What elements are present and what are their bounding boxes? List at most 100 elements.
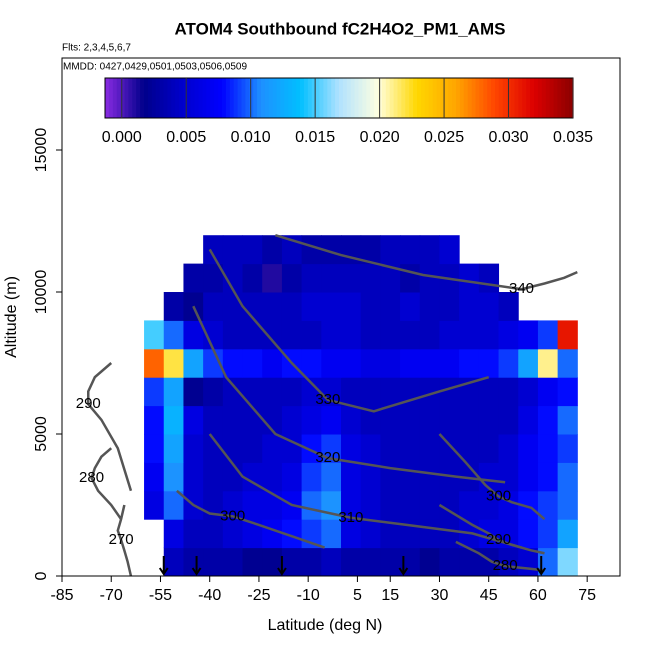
heat-cell [203,519,224,549]
heat-cell [183,377,204,407]
colorbar-swatch [144,78,149,118]
colorbar-swatch [342,78,348,118]
colorbar-tick-label: 0.010 [231,129,271,146]
heat-cell [262,292,283,321]
colorbar-swatch [163,78,168,118]
heat-cell [301,263,322,293]
heat-cell [518,320,539,350]
heat-cell [419,490,440,520]
colorbar-swatch [420,78,426,118]
heat-cell [537,377,559,407]
heat-cell [341,490,362,520]
colorbar-swatch [128,78,133,118]
colorbar-swatch [479,78,484,118]
heat-cell [222,490,244,520]
heat-cell [498,462,519,492]
heat-cell [242,320,263,350]
heat-cell [341,377,362,407]
heat-cell [478,263,500,293]
heat-cell [459,320,480,350]
heat-cell [537,348,559,378]
heat-cell [380,547,401,577]
heat-cell [163,519,184,549]
x-tick-label: -85 [50,587,73,604]
heat-cell [439,519,460,549]
heat-cell [459,434,480,463]
heat-cell [400,405,421,435]
heat-cell [341,405,362,435]
heat-cell [380,377,401,407]
heat-cell [380,320,401,350]
colorbar-tick-label: 0.005 [166,129,206,146]
flight-marker [398,556,409,576]
colorbar-swatch [112,78,118,118]
heat-cell [380,519,401,549]
heat-cell [557,377,578,407]
heat-cell [439,405,460,435]
heat-cell [183,434,204,463]
contours: 340 330 320 310 300 300 290 290 280 280 270 [76,234,578,577]
heat-cell [557,490,578,520]
contour-label: 310 [338,509,363,526]
heat-cell [183,519,204,549]
heat-cell [163,377,184,407]
heat-cell [341,348,362,378]
colorbar-tick-label: 0.000 [102,129,142,146]
heat-cell [419,462,440,492]
heat-cell [301,547,322,577]
heat-cell [301,348,322,378]
contour-line [438,503,545,555]
contour-line [192,305,506,484]
heat-cell [400,292,421,321]
colorbar-swatch [245,78,250,118]
heat-cell [281,320,303,350]
colorbar-swatch [280,78,285,118]
contour-label: 270 [109,531,134,548]
colorbar-swatch [307,78,313,118]
heat-cell [419,235,440,265]
heat-cell [242,519,263,549]
colorbar-swatch [374,78,379,118]
heat-cell [242,434,263,463]
heat-cell [183,348,204,378]
colorbar-swatch [214,78,219,118]
x-tick-label: 60 [529,587,547,604]
heat-cell [537,434,559,463]
flight-marker [158,556,169,576]
colorbar-swatch [229,78,235,118]
colorbar-swatch [475,78,480,118]
heat-cell [380,235,401,265]
colorbar-swatch [272,78,278,118]
colorbar-swatch [413,78,418,118]
colorbar-swatch [459,78,465,118]
colorbar-swatch [417,78,422,118]
colorbar-swatch [522,78,527,118]
heat-cell [459,348,480,378]
contour-label: 300 [220,507,245,524]
heat-cell [301,434,322,463]
colorbar-swatch [186,78,192,118]
colorbar-swatch [534,78,539,118]
heat-cell [144,490,165,520]
heat-cell [400,263,421,293]
heat-cell [518,519,539,549]
annotation: MMDD: 0427,0429,0501,0503,0506,0509 [63,62,247,73]
colorbar-swatch [190,78,196,118]
colorbar-tick-label: 0.020 [360,129,400,146]
heat-cell [203,292,224,321]
colorbar-swatch [545,78,551,118]
heat-cell [222,235,244,265]
colorbar-swatch [448,78,453,118]
heat-cell [439,490,460,520]
colorbar-swatch [428,78,434,118]
heat-cell [419,377,440,407]
heat-cell [281,434,303,463]
heat-cell [478,292,500,321]
heat-cell [144,405,165,435]
colorbar-swatch [276,78,282,118]
heat-cell [281,377,303,407]
heat-cell [518,348,539,378]
heat-cell [262,235,283,265]
heat-cell [360,377,381,407]
colorbar-swatch [331,78,336,118]
